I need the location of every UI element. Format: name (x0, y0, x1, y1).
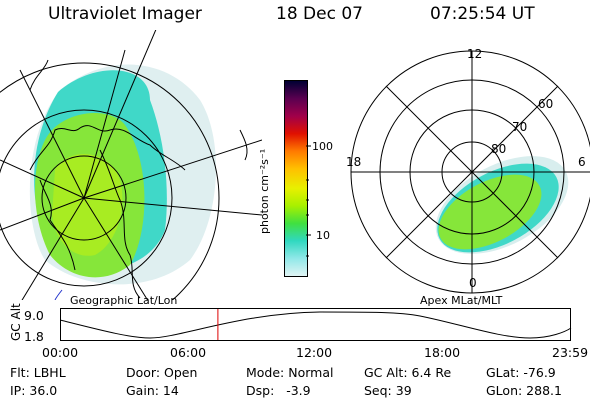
timeline-tick-0600: 06:00 (170, 345, 207, 360)
mlt-label-18: 18 (346, 155, 362, 169)
seq-info: Seq: 39 (364, 383, 412, 398)
time-label: 07:25:54 UT (430, 4, 535, 24)
timeline-ymin: 1.8 (24, 329, 44, 344)
gain-info: Gain: 14 (126, 383, 179, 398)
altitude-curve (60, 311, 572, 339)
instrument-title: Ultraviolet Imager (48, 4, 202, 24)
geographic-label: Geographic Lat/Lon (70, 294, 178, 307)
altitude-timeline (60, 308, 572, 341)
flt-info: Flt: LBHL (10, 365, 66, 380)
timeline-tick-2359: 23:59 (552, 345, 589, 360)
colorbar-unit-label: photon cm⁻²s⁻¹ (258, 148, 271, 234)
dsp-info: Dsp: -3.9 (246, 383, 311, 398)
timeline-tick-1800: 18:00 (424, 345, 461, 360)
colorbar-tick-100: 100 (312, 140, 333, 153)
ip-info: IP: 36.0 (10, 383, 58, 398)
gc-alt-info: GC Alt: 6.4 Re (364, 365, 452, 380)
colorbar-axis (306, 145, 311, 257)
geographic-map (0, 30, 262, 300)
colorbar-tick-10: 10 (316, 229, 330, 242)
door-info: Door: Open (126, 365, 198, 380)
mode-info: Mode: Normal (246, 365, 334, 380)
glon-info: GLon: 288.1 (486, 383, 562, 398)
mlat-label-80: 80 (491, 142, 507, 156)
date-label: 18 Dec 07 (276, 4, 363, 24)
timeline-axis-label: GC Alt (9, 303, 23, 341)
timeline-ymax: 9.0 (24, 308, 44, 323)
mlt-label-0: 0 (469, 276, 477, 290)
timeline-tick-0000: 00:00 (42, 345, 79, 360)
polar-map (350, 50, 590, 294)
glat-info: GLat: -76.9 (486, 365, 556, 380)
timeline-tick-1200: 12:00 (296, 345, 333, 360)
mlt-label-12: 12 (467, 47, 483, 61)
mlat-label-60: 60 (538, 97, 554, 111)
colorbar (284, 80, 308, 277)
aurora-green-right (438, 174, 542, 250)
apex-label: Apex MLat/MLT (420, 294, 503, 307)
mlt-label-6: 6 (578, 155, 586, 169)
mlat-label-70: 70 (512, 120, 528, 134)
